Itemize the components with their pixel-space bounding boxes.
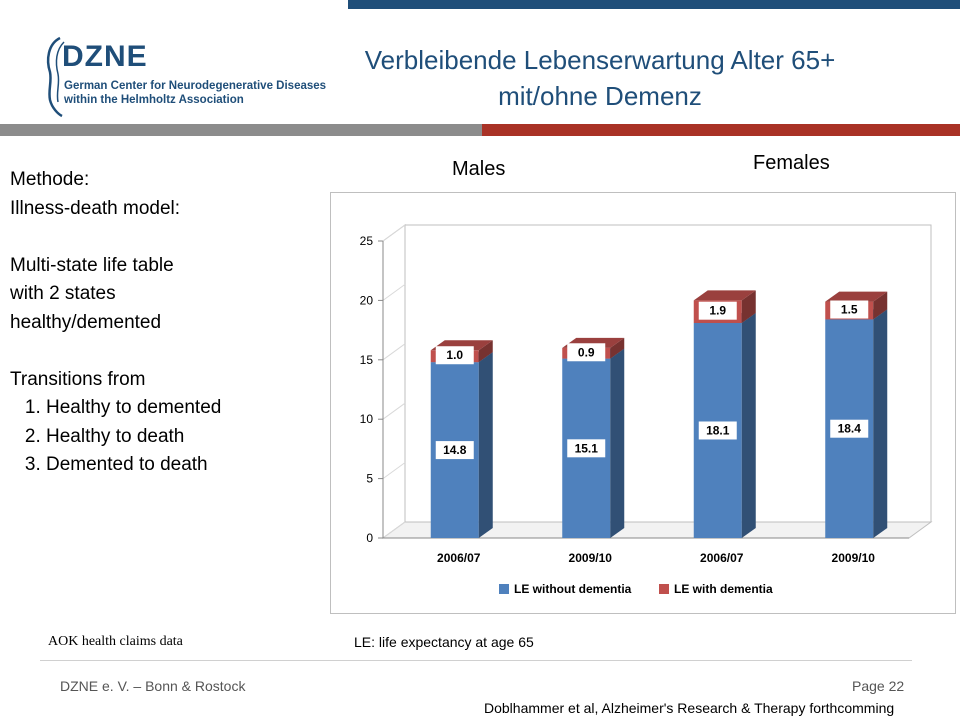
top-accent-bar xyxy=(348,0,960,9)
logo-line2: within the Helmholtz Association xyxy=(64,94,244,106)
bar-side xyxy=(610,337,625,359)
data-label-box xyxy=(698,421,737,440)
y-tick-depth xyxy=(382,224,406,242)
legend-entry: LE with dementia xyxy=(674,582,773,596)
data-label-box xyxy=(567,439,606,458)
x-tick-label: 2006/07 xyxy=(700,551,744,565)
table-line1: Multi-state life table xyxy=(10,254,174,276)
females-label: Females xyxy=(753,152,830,174)
table-line3: healthy/demented xyxy=(10,311,162,333)
method-text: Methode: Illness-death model: Multi-stat… xyxy=(10,166,221,480)
data-label: 18.1 xyxy=(706,423,730,437)
bar-side xyxy=(478,352,493,538)
x-tick-label: 2006/07 xyxy=(437,551,481,565)
data-label: 15.1 xyxy=(575,441,599,455)
transition-item: Demented to death xyxy=(46,451,221,480)
bar-side xyxy=(873,291,888,320)
data-label: 1.5 xyxy=(841,302,858,316)
citation: Doblhammer et al, Alzheimer's Research &… xyxy=(484,700,895,716)
transition-item: Healthy to death xyxy=(46,423,221,452)
legend-entry: LE without dementia xyxy=(514,582,632,596)
method-heading: Methode: xyxy=(10,169,90,190)
y-tick-label: 15 xyxy=(360,353,374,367)
data-label-box xyxy=(435,346,474,365)
data-label: 18.4 xyxy=(838,422,862,436)
chart-side-wall xyxy=(382,224,406,539)
y-tick-depth xyxy=(382,402,406,420)
bar-side xyxy=(478,340,493,363)
y-tick-depth xyxy=(382,462,406,480)
transitions-heading: Transitions from xyxy=(10,368,146,390)
x-tick-label: 2009/10 xyxy=(832,551,876,565)
title-line1: Verbleibende Lebenserwartung Alter 65+ xyxy=(364,45,836,75)
logo-line1: German Center for Neurodegenerative Dise… xyxy=(64,80,327,92)
y-tick-depth xyxy=(382,521,406,539)
data-label: 1.9 xyxy=(709,304,726,318)
footer-organisation: DZNE e. V. – Bonn & Rostock xyxy=(60,678,246,694)
y-tick-depth xyxy=(382,283,406,301)
data-label: 0.9 xyxy=(578,345,595,359)
data-label-box xyxy=(830,300,869,319)
bar-side xyxy=(873,309,888,538)
footer-divider xyxy=(40,660,912,661)
bar-top xyxy=(825,291,888,302)
bar-side xyxy=(610,348,625,538)
data-label-box xyxy=(435,441,474,460)
chart-frame: 0 5 10 15 20 25 14.8 1.0 2006/07 15.1 0.9 2009/10 18… xyxy=(330,192,956,614)
data-label-box xyxy=(698,301,737,320)
transitions-list: Healthy to demented Healthy to death Dem… xyxy=(10,394,221,480)
divider-gray xyxy=(0,124,482,136)
y-tick-label: 5 xyxy=(366,472,373,486)
data-label-box xyxy=(567,343,606,362)
data-label: 1.0 xyxy=(446,348,463,362)
legend-swatch xyxy=(499,584,509,594)
bar-side xyxy=(741,290,756,323)
males-label: Males xyxy=(452,158,506,180)
y-tick-label: 20 xyxy=(360,293,374,307)
stacked-bar-chart: 0 5 10 15 20 25 14.8 1.0 2006/07 15.1 0.9 2009/10 18… xyxy=(360,224,933,596)
y-tick-label: 10 xyxy=(360,412,374,426)
bar-side xyxy=(741,312,756,538)
data-label: 14.8 xyxy=(443,443,467,457)
divider-red xyxy=(482,124,960,136)
y-tick-label: 0 xyxy=(366,531,373,545)
legend-swatch xyxy=(659,584,669,594)
x-tick-label: 2009/10 xyxy=(569,551,613,565)
title-line2: mit/ohne Demenz xyxy=(498,81,702,111)
data-source: AOK health claims data xyxy=(48,634,183,649)
page-number: Page 22 xyxy=(852,678,905,694)
brain-silhouette-icon xyxy=(46,36,65,118)
y-tick-depth xyxy=(382,343,406,361)
y-tick-label: 25 xyxy=(360,234,374,248)
slide-title: Verbleibende Lebenserwartung Alter 65+ m… xyxy=(290,42,910,114)
le-definition: LE: life expectancy at age 65 xyxy=(354,634,534,650)
dzne-logo: DZNE German Center for Neurodegenerative… xyxy=(40,30,326,120)
data-label-box xyxy=(830,419,869,438)
table-line2: with 2 states xyxy=(10,283,116,304)
model-line: Illness-death model: xyxy=(10,197,181,219)
bar-top xyxy=(693,290,756,301)
transition-item: Healthy to demented xyxy=(46,394,221,423)
logo-acronym: DZNE xyxy=(62,40,148,73)
